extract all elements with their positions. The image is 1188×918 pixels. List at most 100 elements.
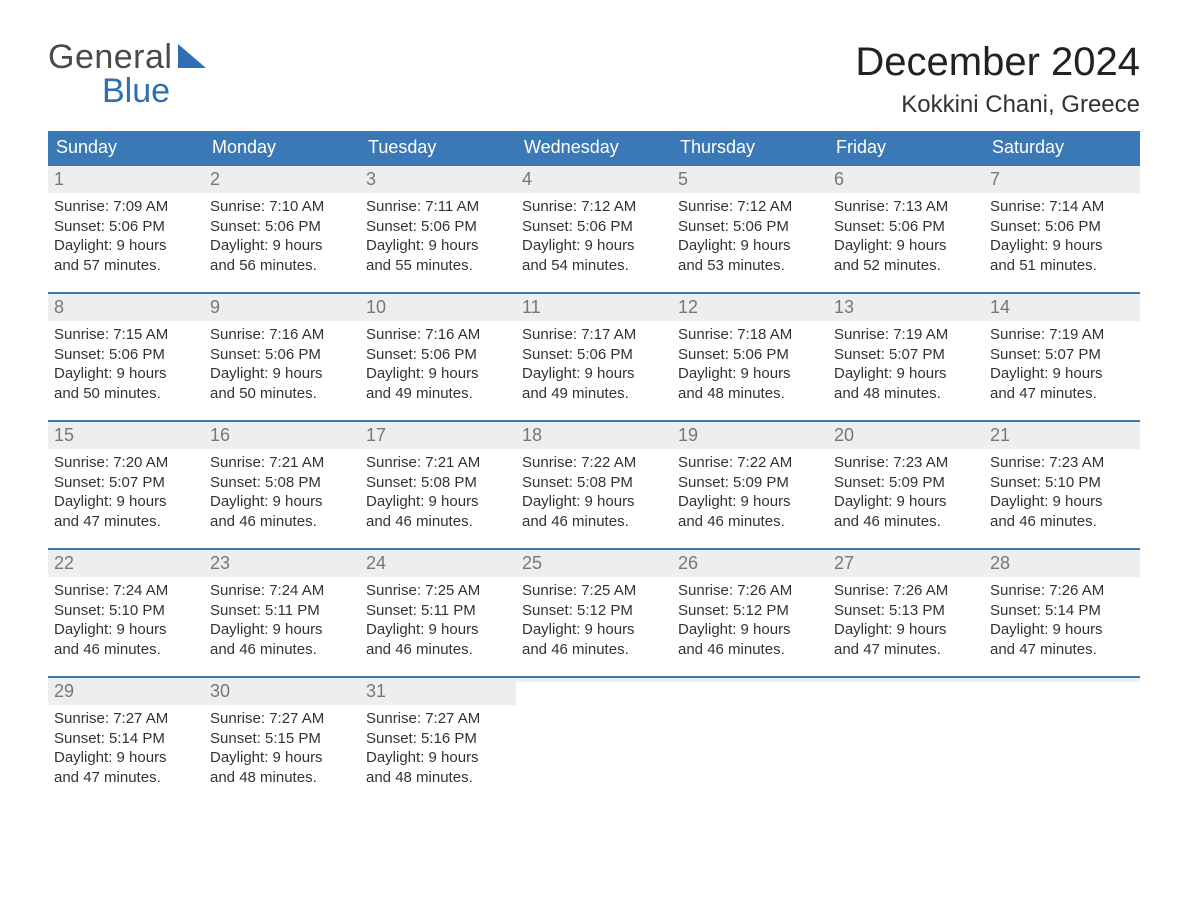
day-sr: Sunrise: 7:24 AM	[210, 581, 354, 601]
day-sr: Sunrise: 7:18 AM	[678, 325, 822, 345]
day-ss: Sunset: 5:10 PM	[54, 601, 198, 621]
day-cell: 12Sunrise: 7:18 AMSunset: 5:06 PMDayligh…	[672, 294, 828, 420]
day-sr: Sunrise: 7:26 AM	[678, 581, 822, 601]
day-body: Sunrise: 7:12 AMSunset: 5:06 PMDaylight:…	[516, 193, 672, 285]
day-number: 9	[204, 294, 360, 321]
day-body: Sunrise: 7:21 AMSunset: 5:08 PMDaylight:…	[204, 449, 360, 541]
day-d2: and 46 minutes.	[210, 640, 354, 660]
day-number: 10	[360, 294, 516, 321]
day-d2: and 50 minutes.	[54, 384, 198, 404]
day-d2: and 47 minutes.	[990, 384, 1134, 404]
day-ss: Sunset: 5:07 PM	[54, 473, 198, 493]
day-sr: Sunrise: 7:17 AM	[522, 325, 666, 345]
day-cell	[516, 678, 672, 804]
day-cell: 25Sunrise: 7:25 AMSunset: 5:12 PMDayligh…	[516, 550, 672, 676]
day-d1: Daylight: 9 hours	[366, 492, 510, 512]
day-number: 2	[204, 166, 360, 193]
day-cell: 22Sunrise: 7:24 AMSunset: 5:10 PMDayligh…	[48, 550, 204, 676]
day-d1: Daylight: 9 hours	[210, 364, 354, 384]
day-cell: 26Sunrise: 7:26 AMSunset: 5:12 PMDayligh…	[672, 550, 828, 676]
header: General Blue December 2024 Kokkini Chani…	[48, 40, 1140, 119]
day-d1: Daylight: 9 hours	[834, 364, 978, 384]
day-ss: Sunset: 5:06 PM	[678, 345, 822, 365]
day-d2: and 47 minutes.	[990, 640, 1134, 660]
day-sr: Sunrise: 7:19 AM	[834, 325, 978, 345]
day-ss: Sunset: 5:06 PM	[366, 217, 510, 237]
day-d2: and 46 minutes.	[678, 640, 822, 660]
dow-saturday: Saturday	[984, 131, 1140, 164]
day-cell: 4Sunrise: 7:12 AMSunset: 5:06 PMDaylight…	[516, 166, 672, 292]
day-d2: and 49 minutes.	[366, 384, 510, 404]
day-cell: 2Sunrise: 7:10 AMSunset: 5:06 PMDaylight…	[204, 166, 360, 292]
day-number: 20	[828, 422, 984, 449]
day-cell: 15Sunrise: 7:20 AMSunset: 5:07 PMDayligh…	[48, 422, 204, 548]
day-body: Sunrise: 7:18 AMSunset: 5:06 PMDaylight:…	[672, 321, 828, 413]
day-ss: Sunset: 5:06 PM	[54, 345, 198, 365]
day-cell: 14Sunrise: 7:19 AMSunset: 5:07 PMDayligh…	[984, 294, 1140, 420]
brand-line2: Blue	[48, 74, 172, 108]
day-body: Sunrise: 7:27 AMSunset: 5:15 PMDaylight:…	[204, 705, 360, 797]
day-ss: Sunset: 5:06 PM	[210, 345, 354, 365]
day-d2: and 55 minutes.	[366, 256, 510, 276]
day-number: 23	[204, 550, 360, 577]
dow-tuesday: Tuesday	[360, 131, 516, 164]
day-number: 11	[516, 294, 672, 321]
day-d1: Daylight: 9 hours	[366, 748, 510, 768]
day-body: Sunrise: 7:16 AMSunset: 5:06 PMDaylight:…	[360, 321, 516, 413]
day-cell: 20Sunrise: 7:23 AMSunset: 5:09 PMDayligh…	[828, 422, 984, 548]
day-number: 7	[984, 166, 1140, 193]
day-cell: 30Sunrise: 7:27 AMSunset: 5:15 PMDayligh…	[204, 678, 360, 804]
day-number	[516, 678, 672, 682]
day-d1: Daylight: 9 hours	[210, 492, 354, 512]
day-ss: Sunset: 5:06 PM	[366, 345, 510, 365]
day-d2: and 46 minutes.	[522, 640, 666, 660]
day-d2: and 50 minutes.	[210, 384, 354, 404]
day-sr: Sunrise: 7:26 AM	[990, 581, 1134, 601]
day-sr: Sunrise: 7:27 AM	[210, 709, 354, 729]
day-cell: 17Sunrise: 7:21 AMSunset: 5:08 PMDayligh…	[360, 422, 516, 548]
day-d1: Daylight: 9 hours	[990, 364, 1134, 384]
day-cell: 23Sunrise: 7:24 AMSunset: 5:11 PMDayligh…	[204, 550, 360, 676]
day-ss: Sunset: 5:15 PM	[210, 729, 354, 749]
day-number: 14	[984, 294, 1140, 321]
day-body: Sunrise: 7:24 AMSunset: 5:10 PMDaylight:…	[48, 577, 204, 669]
day-d2: and 46 minutes.	[366, 512, 510, 532]
day-d2: and 54 minutes.	[522, 256, 666, 276]
day-ss: Sunset: 5:08 PM	[210, 473, 354, 493]
day-ss: Sunset: 5:14 PM	[990, 601, 1134, 621]
day-d2: and 49 minutes.	[522, 384, 666, 404]
day-number: 24	[360, 550, 516, 577]
dow-wednesday: Wednesday	[516, 131, 672, 164]
day-sr: Sunrise: 7:27 AM	[366, 709, 510, 729]
day-body: Sunrise: 7:25 AMSunset: 5:11 PMDaylight:…	[360, 577, 516, 669]
day-cell	[672, 678, 828, 804]
day-body: Sunrise: 7:10 AMSunset: 5:06 PMDaylight:…	[204, 193, 360, 285]
day-number: 30	[204, 678, 360, 705]
day-d1: Daylight: 9 hours	[834, 236, 978, 256]
day-body: Sunrise: 7:15 AMSunset: 5:06 PMDaylight:…	[48, 321, 204, 413]
day-cell: 6Sunrise: 7:13 AMSunset: 5:06 PMDaylight…	[828, 166, 984, 292]
day-cell: 24Sunrise: 7:25 AMSunset: 5:11 PMDayligh…	[360, 550, 516, 676]
day-body: Sunrise: 7:23 AMSunset: 5:09 PMDaylight:…	[828, 449, 984, 541]
day-d2: and 46 minutes.	[522, 512, 666, 532]
day-d2: and 52 minutes.	[834, 256, 978, 276]
day-number: 28	[984, 550, 1140, 577]
day-number	[672, 678, 828, 682]
day-ss: Sunset: 5:06 PM	[522, 217, 666, 237]
day-ss: Sunset: 5:09 PM	[678, 473, 822, 493]
day-sr: Sunrise: 7:11 AM	[366, 197, 510, 217]
day-cell: 16Sunrise: 7:21 AMSunset: 5:08 PMDayligh…	[204, 422, 360, 548]
day-d2: and 46 minutes.	[54, 640, 198, 660]
day-number: 31	[360, 678, 516, 705]
day-ss: Sunset: 5:09 PM	[834, 473, 978, 493]
day-d1: Daylight: 9 hours	[522, 236, 666, 256]
day-body: Sunrise: 7:19 AMSunset: 5:07 PMDaylight:…	[984, 321, 1140, 413]
week-row: 1Sunrise: 7:09 AMSunset: 5:06 PMDaylight…	[48, 164, 1140, 292]
day-number: 21	[984, 422, 1140, 449]
day-d1: Daylight: 9 hours	[210, 748, 354, 768]
day-number: 25	[516, 550, 672, 577]
day-d1: Daylight: 9 hours	[522, 492, 666, 512]
day-d1: Daylight: 9 hours	[834, 620, 978, 640]
day-ss: Sunset: 5:12 PM	[678, 601, 822, 621]
day-body: Sunrise: 7:11 AMSunset: 5:06 PMDaylight:…	[360, 193, 516, 285]
